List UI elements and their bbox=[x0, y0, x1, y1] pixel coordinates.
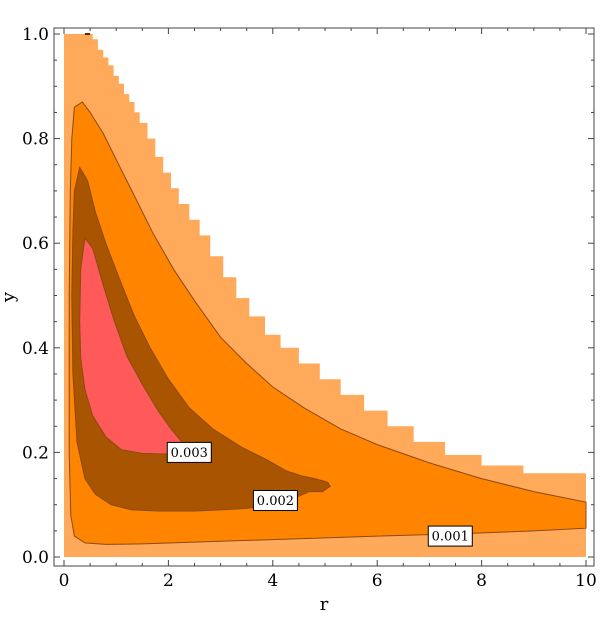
plot-frame bbox=[53, 27, 595, 567]
x-tick-label: 8 bbox=[476, 571, 487, 591]
x-axis-label: r bbox=[320, 594, 329, 615]
contour-labels: 0.003 0.002 0.001 bbox=[166, 441, 473, 547]
x-tick-label: 4 bbox=[267, 571, 278, 591]
contour-label-box bbox=[252, 490, 298, 512]
x-tick-label: 10 bbox=[575, 571, 597, 591]
contour-label-text: 0.003 bbox=[171, 446, 208, 461]
contour-label-text: 0.002 bbox=[257, 494, 294, 509]
contour-label-0-003: 0.003 bbox=[166, 441, 212, 463]
contour-label-text: 0.001 bbox=[432, 530, 469, 545]
y-tick-label: 0.8 bbox=[22, 130, 49, 150]
contour-label-box bbox=[166, 441, 212, 463]
y-axis-ticks: 0.0 0.2 0.4 0.6 0.8 1.0 bbox=[22, 25, 594, 568]
y-axis-label: y bbox=[0, 291, 19, 303]
x-tick-label: 0 bbox=[59, 571, 70, 591]
contour-regions bbox=[64, 33, 587, 557]
y-tick-label: 0.6 bbox=[22, 234, 49, 254]
x-axis-ticks: 0 2 4 6 8 10 bbox=[59, 28, 597, 591]
x-tick-label: 2 bbox=[163, 571, 174, 591]
y-tick-label: 0.2 bbox=[22, 443, 49, 463]
contour-label-0-002: 0.002 bbox=[252, 490, 298, 512]
y-tick-label: 0.4 bbox=[22, 339, 49, 359]
y-tick-label: 1.0 bbox=[22, 25, 49, 45]
x-tick-label: 6 bbox=[372, 571, 383, 591]
y-tick-label: 0.0 bbox=[22, 548, 49, 568]
contour-label-box bbox=[427, 525, 473, 547]
contour-label-0-001: 0.001 bbox=[427, 525, 473, 547]
